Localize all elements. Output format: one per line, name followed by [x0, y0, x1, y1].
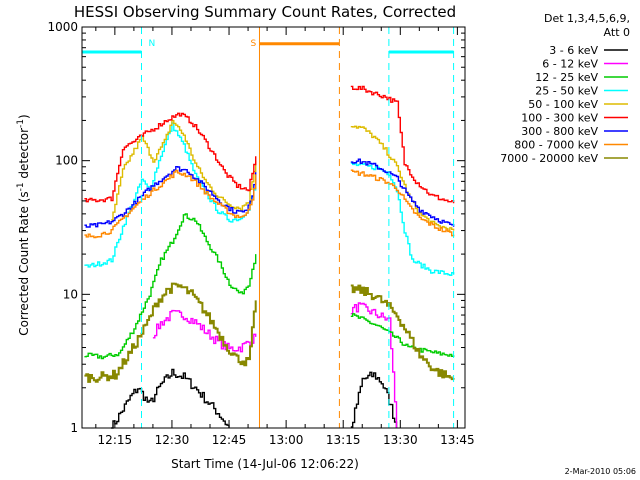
x-tick-label: 12:30: [155, 433, 190, 447]
annotation-n: N: [82, 27, 455, 428]
series-layer: [84, 85, 455, 429]
legend-header-line-1: Det 1,3,4,5,6,9,: [544, 12, 630, 25]
y-axis-label-mid: detector: [17, 128, 31, 183]
series-line-segment: [350, 169, 455, 237]
axes-layer: 1 10 100 1000 12:15 12:30 12:45 13:00 13:15 13:30…: [47, 20, 474, 447]
legend-item: 3 - 6 keV: [549, 44, 628, 57]
chart-title: HESSI Observing Summary Count Rates, Cor…: [74, 3, 456, 21]
series-line-segment: [84, 213, 257, 360]
series-800-7000-kev: [84, 169, 455, 239]
legend-label: 25 - 50 keV: [535, 85, 598, 98]
series-line-segment: [152, 309, 257, 353]
series-line-segment: [84, 112, 257, 203]
legend-label: 6 - 12 keV: [542, 58, 598, 71]
legend-item: 300 - 800 keV: [521, 125, 628, 138]
series-line-segment: [350, 371, 398, 428]
series-line-segment: [84, 169, 257, 239]
legend-item: 7000 - 20000 keV: [500, 152, 628, 165]
x-tick-label: 12:15: [98, 433, 133, 447]
series-line-segment: [350, 162, 455, 276]
series-line-segment: [350, 313, 455, 357]
y-axis-label-main: Corrected Count Rate (s: [17, 191, 31, 335]
y-axis-label: Corrected Count Rate (s-1 detector-1): [16, 114, 31, 335]
x-tick-label: 13:30: [383, 433, 418, 447]
y-tick-label: 1: [70, 421, 78, 435]
legend-label: 7000 - 20000 keV: [500, 152, 598, 165]
legend-header-line-2: Att 0: [604, 26, 630, 39]
series-line-segment: [350, 125, 455, 232]
legend-item: 800 - 7000 keV: [514, 139, 628, 152]
series-line-segment: [350, 158, 455, 227]
series-line-segment: [350, 284, 455, 381]
legend-label: 3 - 6 keV: [549, 44, 598, 57]
series-line-segment: [111, 119, 257, 221]
legend-label: 50 - 100 keV: [528, 98, 598, 111]
series-7000-20000-kev: [84, 282, 455, 383]
y-tick-label: 10: [63, 287, 78, 301]
x-tick-label: 12:45: [212, 433, 247, 447]
y-axis-label-end: ): [17, 114, 31, 119]
y-tick-label: 100: [55, 154, 78, 168]
legend-item: 50 - 100 keV: [528, 98, 628, 111]
annotation-s: S: [250, 27, 340, 428]
legend-label: 100 - 300 keV: [521, 112, 598, 125]
y-tick-label: 1000: [47, 20, 78, 34]
legend-label: 12 - 25 keV: [535, 71, 598, 84]
y-axis: 1 10 100 1000: [47, 20, 465, 435]
series-line-segment: [111, 368, 230, 429]
annotation-label: N: [148, 39, 155, 49]
annotation-label: S: [250, 39, 256, 49]
series-25-50-kev: [84, 122, 455, 276]
x-tick-label: 13:45: [440, 433, 475, 447]
legend-label: 300 - 800 keV: [521, 125, 598, 138]
x-tick-label: 13:15: [326, 433, 361, 447]
legend-item: 100 - 300 keV: [521, 112, 628, 125]
legend-label: 800 - 7000 keV: [514, 139, 598, 152]
series-line-segment: [350, 302, 398, 428]
series-line-segment: [350, 85, 455, 204]
x-axis-label: Start Time (14-Jul-06 12:06:22): [171, 457, 359, 471]
y-axis-label-sup-2: -1: [16, 119, 26, 128]
x-axis: 12:15 12:30 12:45 13:00 13:15 13:30 13:45: [95, 27, 475, 447]
series-50-100-kev: [111, 119, 455, 232]
legend-item: 6 - 12 keV: [542, 58, 628, 71]
series-6-12-kev: [152, 302, 398, 428]
series-line-segment: [84, 282, 257, 383]
legend-item: 12 - 25 keV: [535, 71, 628, 84]
series-12-25-kev: [84, 213, 455, 360]
legend-item: 25 - 50 keV: [535, 85, 628, 98]
plot-frame: [81, 26, 466, 429]
x-tick-label: 13:00: [269, 433, 304, 447]
series-3-6-kev: [111, 368, 398, 429]
date-stamp: 2-Mar-2010 05:06: [565, 467, 636, 476]
series-100-300-kev: [84, 85, 455, 204]
y-axis-label-sup-1: -1: [16, 182, 26, 191]
